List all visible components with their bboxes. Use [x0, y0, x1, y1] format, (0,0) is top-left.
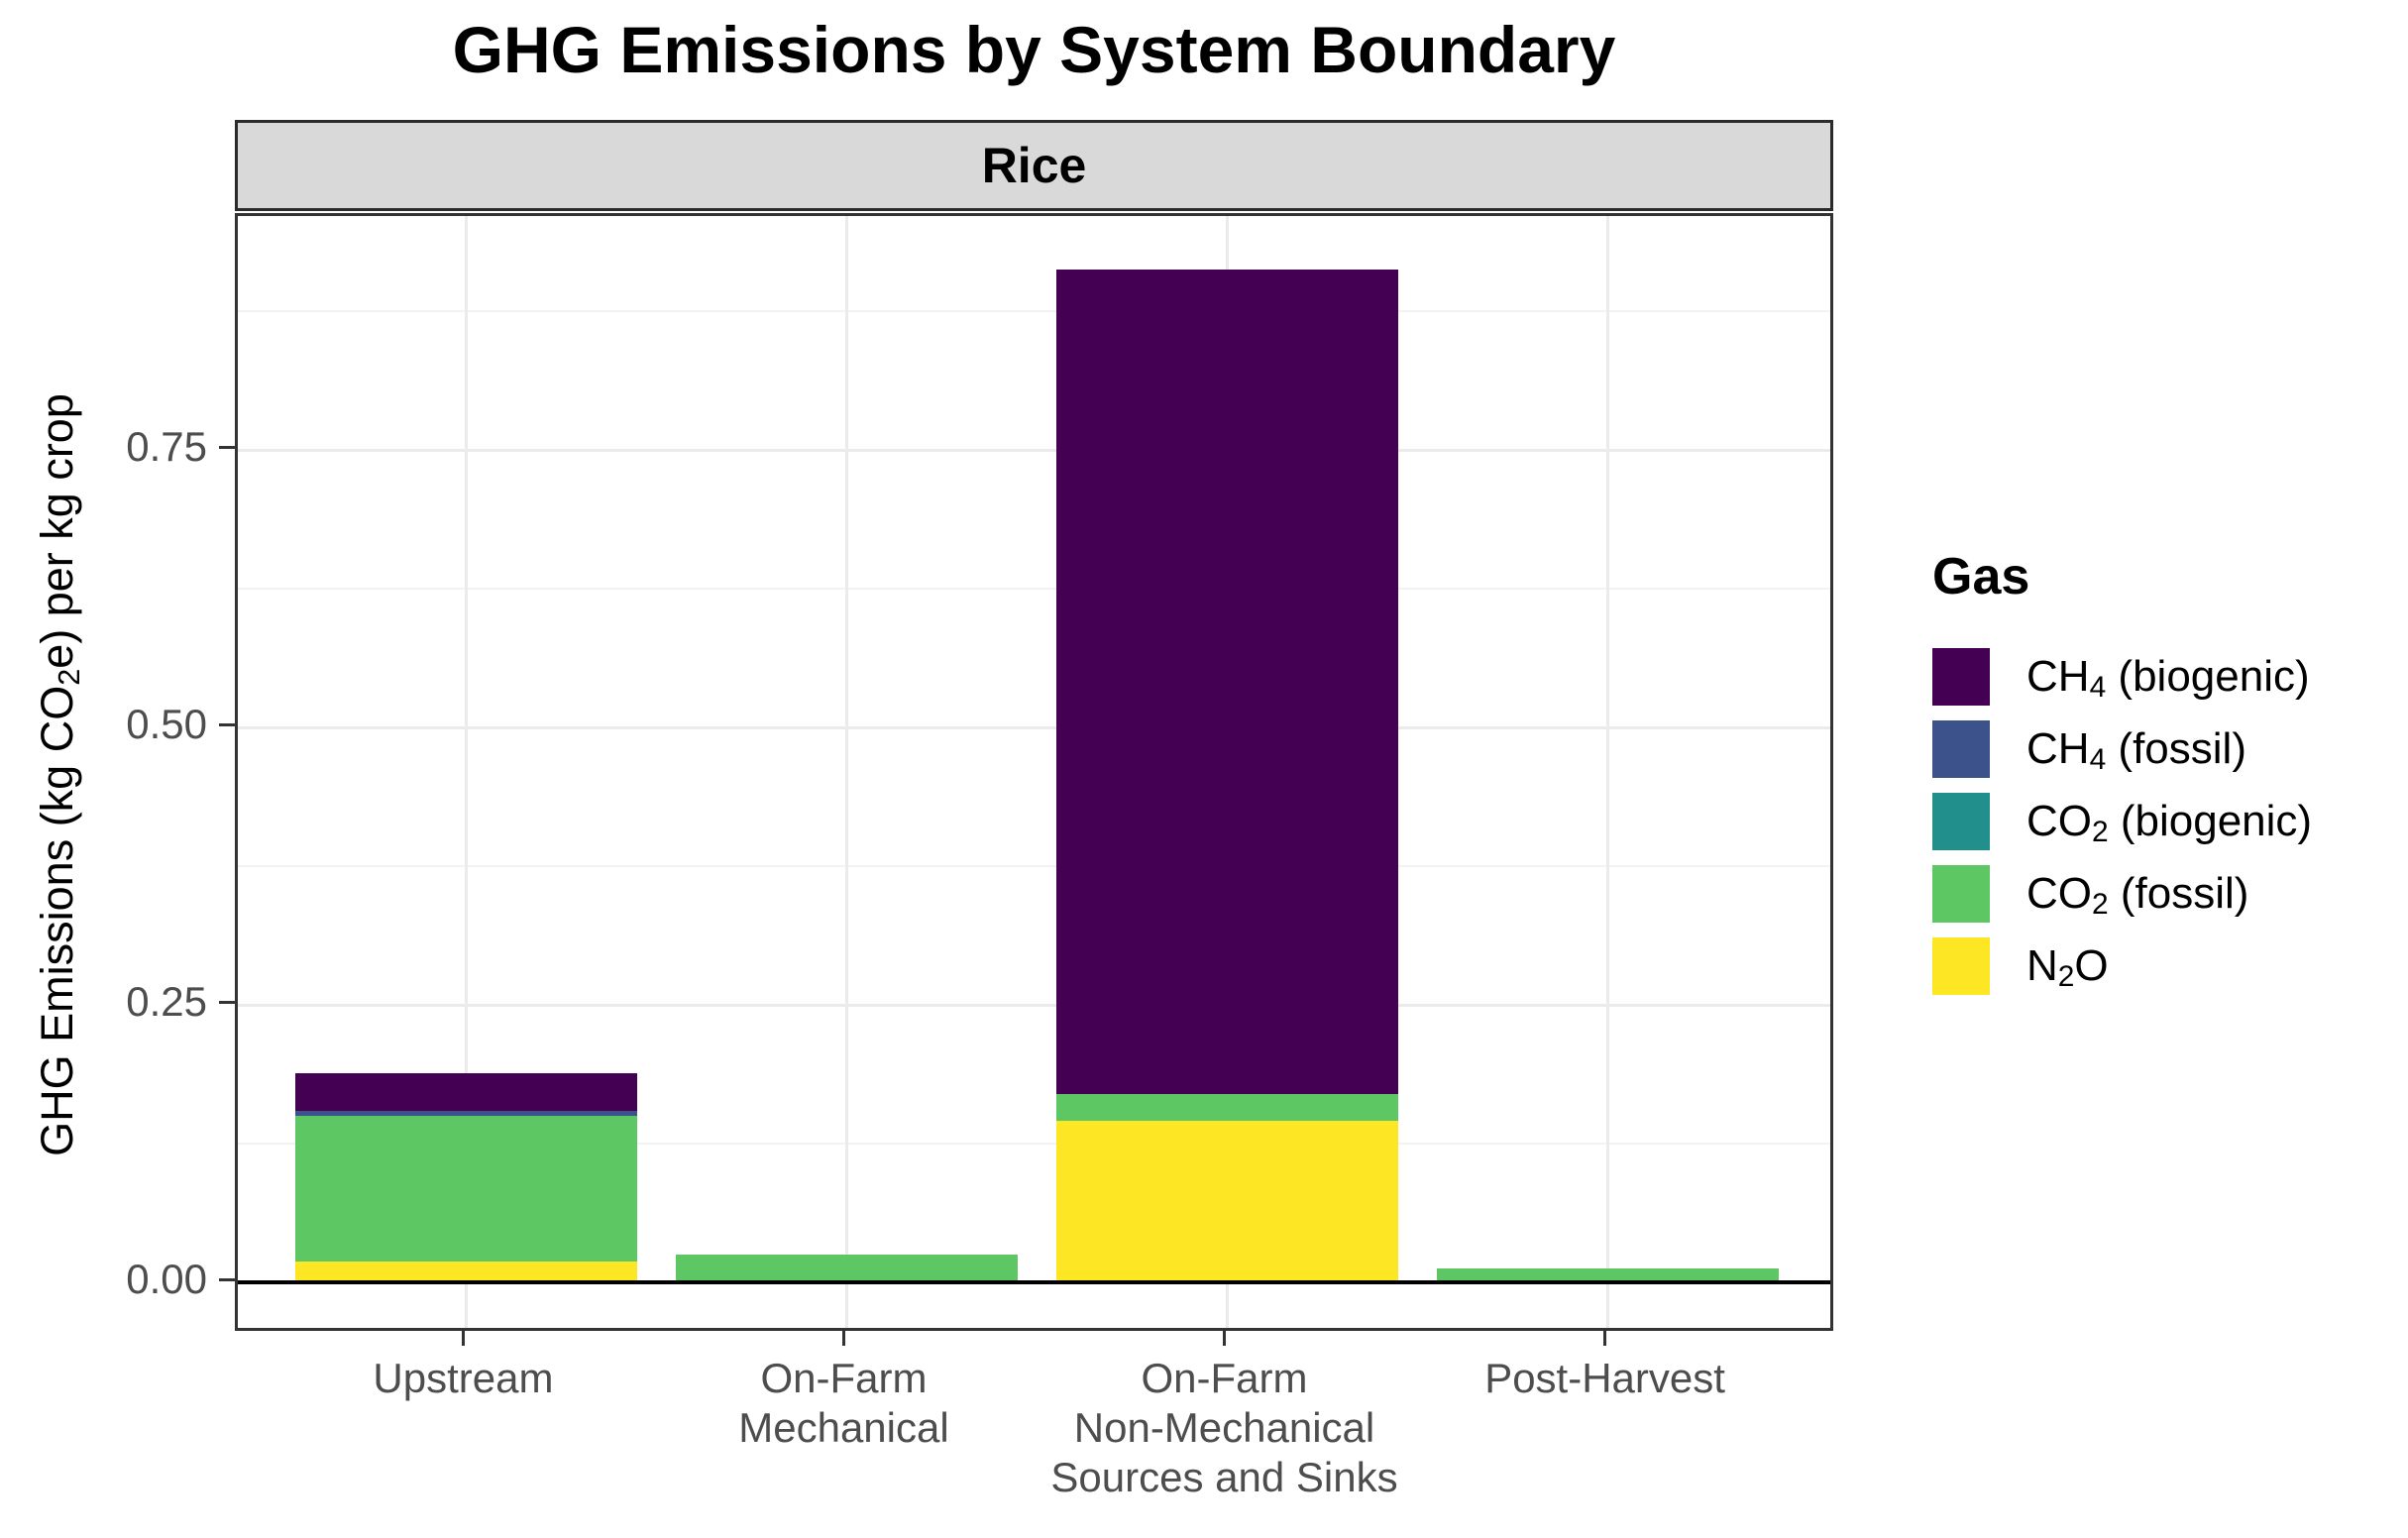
- bar-segment-ch4-biogenic-: [294, 1072, 638, 1111]
- text-part: CO: [2026, 868, 2092, 918]
- x-tick-label: Upstream: [245, 1354, 681, 1403]
- legend-item: CO2 (biogenic): [1932, 785, 2312, 857]
- vertical-gridline: [464, 216, 468, 1328]
- vertical-gridline: [844, 216, 848, 1328]
- x-tick-label-line: On-Farm: [1141, 1355, 1308, 1401]
- x-tick-label: On-Farm Mechanical: [625, 1354, 1061, 1453]
- plot-panel: [235, 213, 1833, 1331]
- x-tick-label-line: Mechanical: [738, 1404, 949, 1451]
- subscript-text: 4: [2089, 743, 2107, 777]
- x-tick-label: On-Farm Non-Mechanical Sources and Sinks: [1007, 1354, 1443, 1502]
- text-part: O: [2074, 940, 2109, 990]
- minor-gridline: [238, 310, 1830, 313]
- y-axis-title: GHG Emissions (kg CO2e) per kg crop: [28, 216, 87, 1334]
- facet-strip: Rice: [235, 120, 1833, 211]
- x-tick-label: Post-Harvest: [1387, 1354, 1823, 1403]
- y-tick-mark: [219, 1000, 235, 1004]
- x-tick-mark: [1223, 1331, 1227, 1346]
- subscript-text: 4: [2089, 671, 2107, 705]
- y-tick-mark: [219, 445, 235, 449]
- legend-label: N2O: [2026, 940, 2109, 994]
- legend-item: N2O: [1932, 930, 2312, 1002]
- legend-key-swatch: [1932, 647, 1990, 706]
- text-part: CO: [2026, 796, 2092, 845]
- zero-line: [238, 1280, 1830, 1285]
- text-part: (biogenic): [2108, 796, 2313, 845]
- minor-gridline: [238, 1143, 1830, 1146]
- legend-item: CH4 (biogenic): [1932, 640, 2312, 713]
- legend-title: Gas: [1932, 548, 2030, 605]
- major-gridline: [238, 448, 1830, 452]
- legend-label: CH4 (biogenic): [2026, 651, 2310, 705]
- x-tick-label-line: Sources and Sinks: [1050, 1454, 1398, 1500]
- y-tick-label: 0.75: [126, 423, 207, 471]
- text-part: (fossil): [2106, 723, 2246, 773]
- bar-segment-n2o: [1055, 1120, 1399, 1283]
- legend-key-swatch: [1932, 792, 1990, 850]
- vertical-gridline: [1606, 216, 1610, 1328]
- legend-label: CO2 (fossil): [2026, 868, 2249, 922]
- legend: Gas CH4 (biogenic) CH4 (fossil) CO2 (bioge…: [1932, 547, 2312, 1002]
- text-part: GHG Emissions (kg CO: [32, 685, 82, 1156]
- subscript-text: 2: [52, 668, 86, 686]
- text-part: (biogenic): [2106, 651, 2310, 701]
- y-tick-mark: [219, 722, 235, 726]
- text-part: (fossil): [2108, 868, 2249, 918]
- x-tick-mark: [461, 1331, 465, 1346]
- x-tick-label-line: On-Farm: [760, 1355, 928, 1401]
- legend-label: CO2 (biogenic): [2026, 796, 2313, 849]
- text-part: CH: [2026, 723, 2090, 773]
- bar-segment-co2-fossil-: [1055, 1094, 1399, 1121]
- subscript-text: 2: [2092, 888, 2109, 922]
- subscript-text: 2: [2092, 816, 2109, 849]
- y-tick-label: 0.25: [126, 978, 207, 1026]
- facet-label: Rice: [981, 138, 1087, 193]
- text-part: N: [2026, 940, 2058, 990]
- major-gridline: [238, 725, 1830, 729]
- legend-item: CO2 (fossil): [1932, 857, 2312, 930]
- minor-gridline: [238, 588, 1830, 591]
- legend-label: CH4 (fossil): [2026, 723, 2246, 777]
- x-tick-mark: [841, 1331, 845, 1346]
- bar-segment-ch4-biogenic-: [1055, 269, 1399, 1095]
- major-gridline: [238, 1003, 1830, 1007]
- minor-gridline: [238, 865, 1830, 868]
- y-tick-label: 0.00: [126, 1256, 207, 1303]
- x-tick-mark: [1603, 1331, 1607, 1346]
- x-tick-label-line: Post-Harvest: [1484, 1355, 1725, 1401]
- plot-title: GHG Emissions by System Boundary: [452, 13, 1616, 86]
- legend-key-swatch: [1932, 864, 1990, 923]
- subscript-text: 2: [2057, 960, 2075, 994]
- y-tick-label: 0.50: [126, 701, 207, 748]
- bar-segment-co2-fossil-: [1436, 1267, 1780, 1283]
- y-tick-mark: [219, 1277, 235, 1281]
- bar-segment-co2-fossil-: [675, 1255, 1019, 1281]
- legend-item: CH4 (fossil): [1932, 713, 2312, 785]
- bar-segment-n2o: [294, 1262, 638, 1283]
- legend-key-swatch: [1932, 936, 1990, 995]
- legend-items: CH4 (biogenic) CH4 (fossil) CO2 (biogenic)…: [1932, 640, 2312, 1002]
- text-part: CH: [2026, 651, 2090, 701]
- legend-key-swatch: [1932, 719, 1990, 778]
- x-tick-label-line: Upstream: [373, 1355, 554, 1401]
- x-tick-label-line: Non-Mechanical: [1073, 1404, 1375, 1451]
- bar-segment-co2-fossil-: [294, 1116, 638, 1263]
- bar-segment-ch4-fossil-: [294, 1110, 638, 1117]
